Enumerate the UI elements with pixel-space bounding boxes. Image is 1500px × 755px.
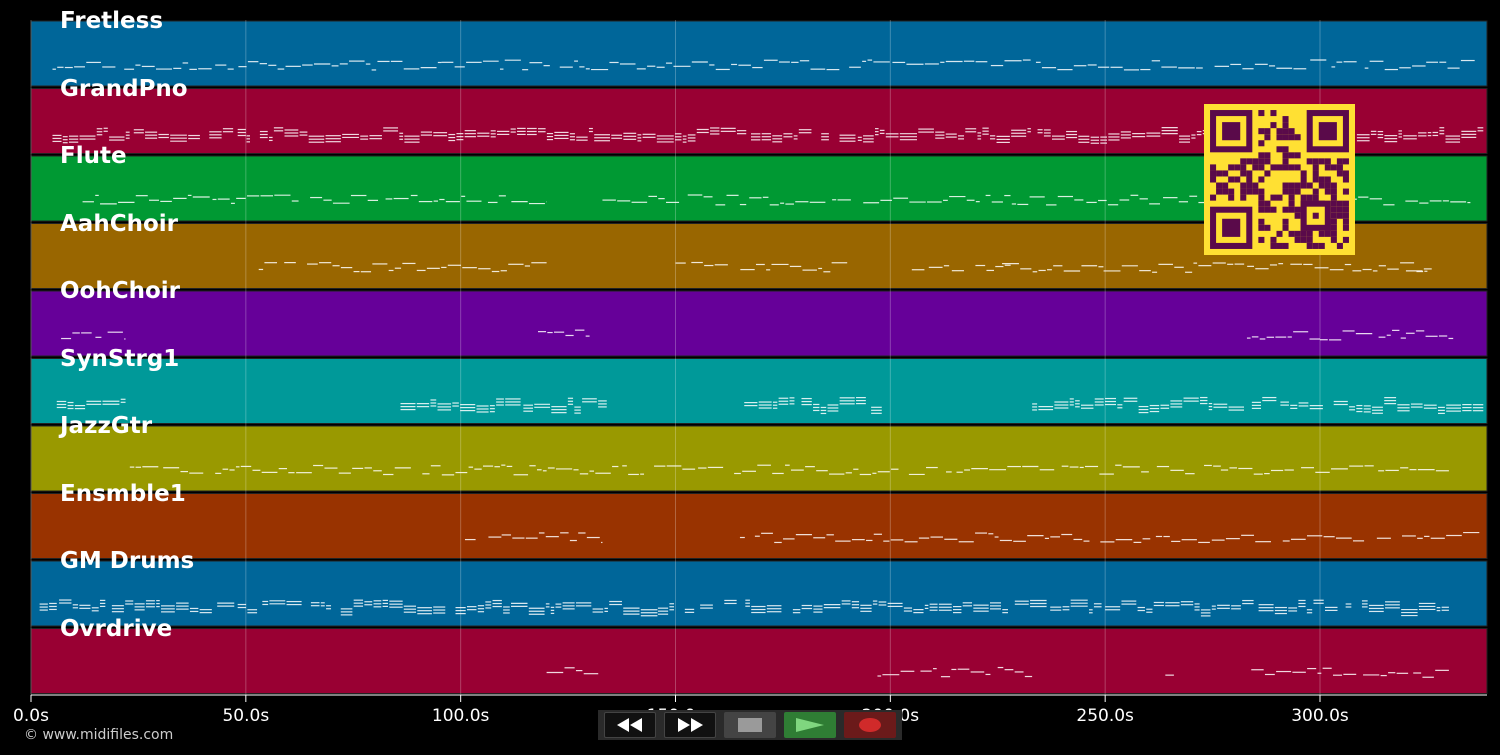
time-tick-label: 300.0s [1291,706,1349,726]
track-label: JazzGtr [60,413,153,439]
transport-toolbar [598,710,902,740]
qr-code-icon [1204,104,1355,255]
record-button[interactable] [844,712,896,738]
track-label: Flute [60,143,127,169]
time-tick-label: 100.0s [431,706,490,726]
track-label: OohChoir [60,278,181,304]
time-tick-label: 250.0s [1076,706,1134,726]
record-icon [859,718,881,732]
track-lane [30,358,1488,424]
track-lane [30,290,1488,357]
track-notes [546,666,1449,678]
rewind-icon [617,718,642,732]
fast-forward-button[interactable] [664,712,716,738]
track-lane [30,628,1488,694]
stop-icon [738,718,762,732]
copyright-text: © www.midifiles.com [24,727,174,743]
track-lane [30,20,1488,87]
track-label: GrandPno [60,75,188,102]
track-label: Ovrdrive [60,615,173,642]
track-lane [30,493,1488,559]
track-notes [464,531,1480,544]
track-notes [61,329,1454,341]
track-lane [30,560,1488,627]
track-label: Fretless [60,8,164,34]
track-notes [258,261,1432,273]
stop-button[interactable] [724,712,776,738]
play-button[interactable] [784,712,836,738]
track-lane [30,425,1488,492]
fast-forward-icon [678,718,703,732]
track-label: GM Drums [60,548,195,574]
play-icon [796,718,824,732]
track-notes [52,59,1475,71]
time-tick-label: 50.0s [222,706,270,726]
track-label: AahChoir [60,210,178,237]
track-notes [56,396,1484,415]
time-tick-label: 0.0s [13,706,49,726]
track-label: SynStrg1 [60,345,180,372]
track-label: Ensmble1 [60,480,186,507]
track-notes [129,464,1449,476]
track-notes [39,599,1449,617]
rewind-button[interactable] [604,712,656,738]
